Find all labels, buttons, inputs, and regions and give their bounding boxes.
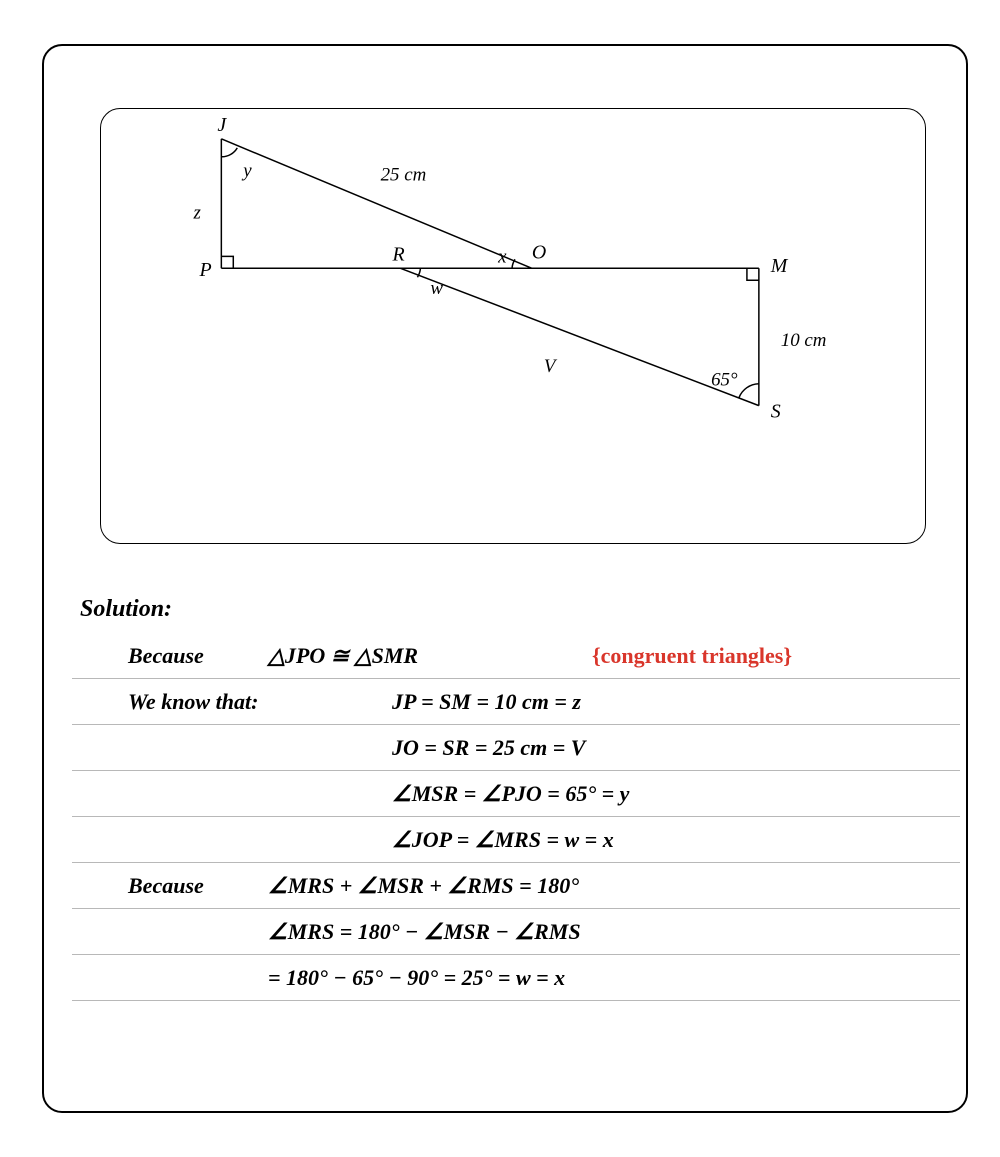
line-expression: △JPO ≅ △SMR: [268, 643, 418, 669]
solution-title: Solution:: [72, 596, 960, 623]
line-expression: ∠MRS = 180° − ∠MSR − ∠RMS: [268, 919, 581, 945]
solution-line: JO = SR = 25 cm = V: [72, 725, 960, 771]
svg-text:z: z: [192, 202, 201, 223]
solution-block: Solution: Because △JPO ≅ △SMR {congruent t…: [72, 596, 960, 1001]
svg-text:V: V: [544, 356, 558, 377]
line-expression: ∠JOP = ∠MRS = w = x: [392, 827, 614, 853]
solution-line: ∠JOP = ∠MRS = w = x: [72, 817, 960, 863]
svg-text:65°: 65°: [711, 370, 738, 391]
solution-line: Because △JPO ≅ △SMR {congruent triangles}: [72, 633, 960, 679]
line-expression: JP = SM = 10 cm = z: [392, 689, 581, 715]
line-expression: = 180° − 65° − 90° = 25° = w = x: [268, 965, 565, 991]
line-expression: JO = SR = 25 cm = V: [392, 735, 585, 761]
svg-text:M: M: [770, 255, 789, 277]
geometry-figure: J P R O M Sz 25 cm x w V 10 cm y 65°: [100, 108, 926, 544]
line-prefix: We know that:: [128, 689, 258, 715]
solution-line: ∠MSR = ∠PJO = 65° = y: [72, 771, 960, 817]
svg-text:P: P: [198, 259, 211, 281]
svg-text:25 cm: 25 cm: [381, 165, 427, 186]
line-note: {congruent triangles}: [592, 643, 792, 669]
svg-text:R: R: [392, 243, 405, 265]
solution-line: Because ∠MRS + ∠MSR + ∠RMS = 180°: [72, 863, 960, 909]
line-expression: ∠MRS + ∠MSR + ∠RMS = 180°: [268, 873, 579, 899]
svg-text:w: w: [430, 278, 443, 299]
solution-line: = 180° − 65° − 90° = 25° = w = x: [72, 955, 960, 1001]
line-prefix: Because: [128, 643, 204, 669]
figure-svg: J P R O M Sz 25 cm x w V 10 cm y 65°: [101, 109, 925, 543]
page: J P R O M Sz 25 cm x w V 10 cm y 65° Solution: Becau…: [0, 20, 1000, 1137]
svg-text:10 cm: 10 cm: [781, 330, 827, 351]
solution-line: ∠MRS = 180° − ∠MSR − ∠RMS: [72, 909, 960, 955]
svg-text:S: S: [771, 401, 781, 423]
line-expression: ∠MSR = ∠PJO = 65° = y: [392, 781, 629, 807]
svg-text:y: y: [241, 161, 252, 182]
solution-line: We know that: JP = SM = 10 cm = z: [72, 679, 960, 725]
svg-text:J: J: [217, 114, 227, 136]
svg-text:O: O: [532, 241, 546, 263]
svg-text:x: x: [497, 246, 507, 267]
line-prefix: Because: [128, 873, 204, 899]
